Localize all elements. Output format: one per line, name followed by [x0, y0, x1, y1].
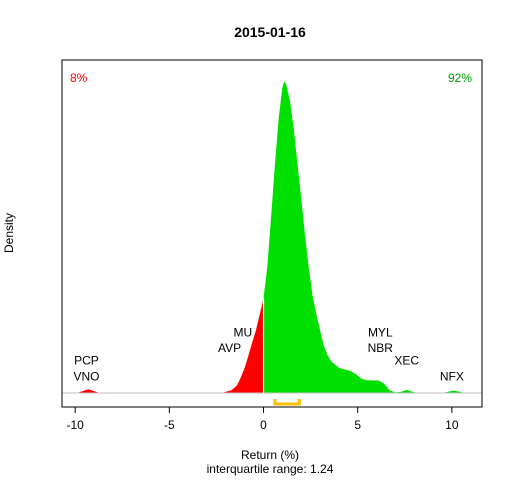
negative-density-area — [77, 298, 264, 393]
annotation-pcp: PCP — [74, 354, 99, 368]
x-tick-label: 10 — [445, 418, 459, 432]
x-axis: -10 -5 0 5 10 — [67, 407, 459, 432]
positive-density-area — [263, 81, 465, 393]
annotation-mu: MU — [233, 325, 252, 339]
x-tick-label: -10 — [67, 418, 85, 432]
annotation-nbr: NBR — [368, 341, 394, 355]
annotation-xec: XEC — [394, 354, 419, 368]
annotation-myl: MYL — [368, 325, 393, 339]
negative-share-label: 8% — [70, 71, 88, 85]
y-axis-label: Density — [2, 213, 16, 253]
annotation-nfx: NFX — [440, 369, 464, 383]
x-axis-subtitle: interquartile range: 1.24 — [207, 462, 334, 476]
x-axis-label: Return (%) — [241, 448, 299, 462]
annotation-avp: AVP — [218, 341, 241, 355]
plot-frame — [61, 59, 483, 408]
positive-share-label: 92% — [448, 71, 472, 85]
x-tick-label: -5 — [164, 418, 175, 432]
x-tick-label: 5 — [354, 418, 361, 432]
annotation-vno: VNO — [73, 369, 99, 383]
density-area-layer — [62, 81, 482, 406]
chart-title: 2015-01-16 — [234, 24, 306, 40]
x-tick-label: 0 — [260, 418, 267, 432]
iqr-bracket — [273, 399, 301, 406]
